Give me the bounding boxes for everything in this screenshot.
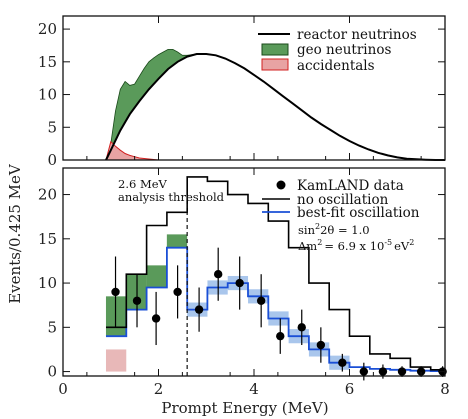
top-tick-layer: 0 5 10 15 20 — [38, 16, 446, 169]
bottom-fill-layer — [105, 234, 350, 372]
legend-label-geo: geo neutrinos — [297, 42, 391, 58]
bottom-y-tick-label: 15 — [38, 230, 57, 248]
data-point — [256, 296, 266, 305]
data-point — [151, 314, 161, 323]
legend-label-accidentals: accidentals — [297, 58, 375, 74]
top-y-tick-label: 20 — [38, 20, 57, 38]
data-point — [173, 287, 182, 297]
reactor-neutrino-curve — [105, 53, 445, 161]
no-oscillation-histogram — [106, 176, 445, 371]
bottom-panel: 0 5 10 15 20 0 2 4 6 8 2.6 MeV analysis threshold… — [38, 167, 450, 398]
data-point — [297, 323, 306, 332]
data-point — [132, 296, 142, 305]
bottom-x-tick-label: 2 — [154, 380, 164, 398]
threshold-label-line1: 2.6 MeV — [118, 177, 168, 191]
legend-label-data: KamLAND data — [297, 178, 404, 194]
best-fit-oscillation-histogram — [106, 246, 445, 372]
legend-swatch-accidentals — [261, 58, 289, 71]
legend-label-best-fit: best-fit oscillation — [297, 205, 420, 221]
bottom-tick-layer: 0 5 10 15 20 0 2 4 6 8 — [38, 168, 450, 398]
data-point — [235, 278, 244, 288]
mixing-angle-annotation: sin22θ = 1.0 — [298, 222, 370, 237]
data-point — [359, 367, 369, 376]
top-y-tick-label: 15 — [38, 53, 57, 71]
data-point — [111, 287, 120, 297]
top-panel: 0 5 10 15 20 reactor neutrinos geo neutrinos… — [38, 15, 446, 169]
data-point — [194, 305, 204, 314]
data-point — [416, 367, 426, 376]
bottom-y-tick-label: 10 — [38, 274, 57, 292]
top-fill-layer — [105, 49, 197, 161]
bottom-points-layer — [111, 247, 447, 381]
bottom-x-tick-label: 0 — [58, 380, 68, 398]
geo-neutrino-box — [166, 234, 188, 248]
x-axis-title: Prompt Energy (MeV) — [161, 399, 328, 417]
accidentals-box — [105, 349, 127, 372]
legend-label-reactor: reactor neutrinos — [297, 27, 417, 43]
data-point — [213, 270, 223, 279]
legend-swatch-data — [276, 180, 286, 190]
data-point — [338, 358, 347, 367]
bottom-x-tick-label: 8 — [440, 380, 450, 398]
legend-label-no-oscillation: no oscillation — [297, 192, 389, 208]
bottom-y-tick-label: 5 — [47, 318, 57, 336]
mass-splitting-annotation: Δm2 = 6.9 x 10-5 eV2 — [298, 238, 414, 253]
bottom-y-tick-label: 20 — [38, 186, 57, 204]
data-point — [397, 367, 407, 376]
bottom-line-layer — [106, 176, 445, 376]
data-point — [316, 340, 326, 350]
top-y-tick-label: 10 — [38, 86, 57, 104]
top-y-tick-label: 0 — [47, 151, 57, 169]
threshold-label-line2: analysis threshold — [118, 190, 225, 204]
top-line-layer — [105, 53, 445, 161]
data-point — [276, 331, 285, 341]
bottom-y-tick-label: 0 — [47, 363, 57, 381]
data-point — [378, 367, 388, 376]
threshold-annotation: 2.6 MeV analysis threshold — [118, 177, 225, 204]
bottom-legend: KamLAND data no oscillation best-fit osc… — [262, 178, 420, 253]
geo-neutrino-band — [110, 49, 197, 151]
bottom-x-tick-label: 4 — [249, 380, 259, 398]
y-axis-title: Events/0.425 MeV — [6, 163, 24, 304]
legend-swatch-geo — [261, 43, 289, 56]
top-legend: reactor neutrinos geo neutrinos accident… — [258, 27, 417, 74]
bottom-x-tick-label: 6 — [345, 380, 355, 398]
geo-neutrino-box — [146, 265, 167, 288]
top-y-tick-label: 5 — [47, 118, 57, 136]
